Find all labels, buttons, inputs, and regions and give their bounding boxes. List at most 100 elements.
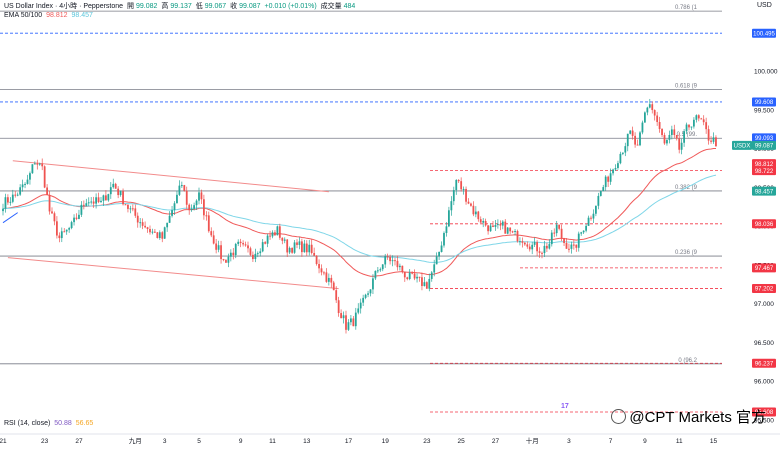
candle-body [477, 211, 480, 220]
candle-body [712, 137, 715, 142]
candle-body [577, 233, 580, 248]
candle-body [342, 315, 345, 319]
candle-body [166, 222, 169, 228]
candle-body [335, 290, 338, 301]
candle-body [274, 232, 276, 236]
candle-body [161, 232, 164, 239]
candle-body [631, 130, 634, 136]
candle-body [222, 259, 225, 261]
open-value: 99.082 [136, 3, 158, 10]
candle-body [514, 230, 516, 232]
price-tag [752, 186, 776, 196]
candle-body [337, 300, 340, 314]
x-tick-label: 25 [458, 438, 466, 445]
candle-body [357, 308, 360, 313]
ema100-line [2, 174, 717, 263]
symbol-tag [732, 140, 752, 150]
fib-label: 0.618 (9 [675, 83, 698, 89]
candle-body [16, 194, 19, 196]
candle-body [234, 243, 237, 256]
candle-body [227, 256, 230, 263]
candle-body [523, 242, 526, 245]
candle-body [455, 180, 458, 191]
candle-body [494, 224, 497, 227]
candle-body [543, 245, 546, 254]
candle-body [678, 138, 681, 150]
candle-body [119, 191, 122, 196]
candle-body [156, 232, 159, 239]
candle-body [675, 134, 678, 139]
candle-body [452, 190, 455, 202]
candle-body [38, 163, 41, 165]
level-price-tag-label: 98.036 [755, 222, 774, 228]
candle-body [146, 227, 149, 229]
candle-body [315, 255, 318, 265]
candle-body [440, 245, 443, 252]
candle-body [428, 278, 431, 289]
candle-body [695, 115, 698, 120]
watermark: @CPT Markets 官方 [611, 406, 766, 427]
level-price-tag-label: 99.608 [755, 100, 774, 106]
candle-body [658, 122, 661, 129]
fib-label: 0 (96.2 [678, 358, 697, 364]
candle-body [487, 225, 489, 232]
candle-body [367, 293, 369, 295]
candle-body [430, 272, 433, 279]
candle-body [134, 208, 137, 216]
candle-body [531, 244, 534, 250]
candle-body [443, 232, 445, 246]
candle-body [364, 294, 367, 298]
candle-body [587, 217, 590, 226]
level-price-tag [752, 97, 776, 107]
candle-body [158, 232, 161, 239]
candle-body [11, 194, 14, 202]
candle-body [24, 183, 26, 185]
candle-body [203, 199, 205, 216]
ema50-value: 98.812 [46, 12, 68, 19]
candle-body [73, 217, 75, 223]
candle-body [460, 181, 463, 190]
candle-body [553, 232, 556, 234]
candle-body [14, 194, 17, 196]
candle-body [109, 187, 112, 195]
candle-body [139, 222, 142, 224]
candle-body [168, 215, 171, 223]
candle-body [411, 272, 414, 274]
candle-body [614, 168, 617, 170]
candle-body [53, 213, 56, 222]
candle-body [36, 163, 39, 165]
candle-body [509, 227, 512, 232]
y-tick-label: 96.500 [754, 340, 774, 347]
candle-body [595, 205, 597, 214]
candle-body [690, 126, 693, 128]
trend-line [2, 212, 18, 224]
price-tag [752, 133, 776, 143]
ema50-line [2, 148, 716, 277]
candle-body [303, 243, 306, 253]
candle-body [129, 208, 132, 210]
candle-body [572, 244, 575, 246]
candle-body [663, 135, 666, 144]
candle-body [212, 235, 215, 244]
candle-body [438, 251, 440, 257]
candle-body [707, 129, 710, 141]
candle-body [75, 217, 78, 219]
candle-body [288, 247, 291, 253]
candle-body [291, 247, 293, 253]
candle-body [323, 272, 325, 274]
candle-body [435, 256, 438, 265]
x-tick-label: 19 [382, 438, 390, 445]
y-tick-label: 100.000 [754, 69, 778, 76]
candle-body [239, 241, 242, 244]
price-tag-label: 99.087 [755, 144, 774, 150]
candle-body [261, 242, 264, 252]
candle-body [479, 219, 482, 223]
candle-body [247, 245, 249, 249]
level-price-tag [752, 407, 776, 417]
candle-body [217, 245, 220, 250]
candle-body [46, 187, 48, 195]
rsi-value-2: 56.65 [75, 420, 94, 427]
ema-legend: EMA 50/100 98.812 98.457 [4, 12, 95, 19]
